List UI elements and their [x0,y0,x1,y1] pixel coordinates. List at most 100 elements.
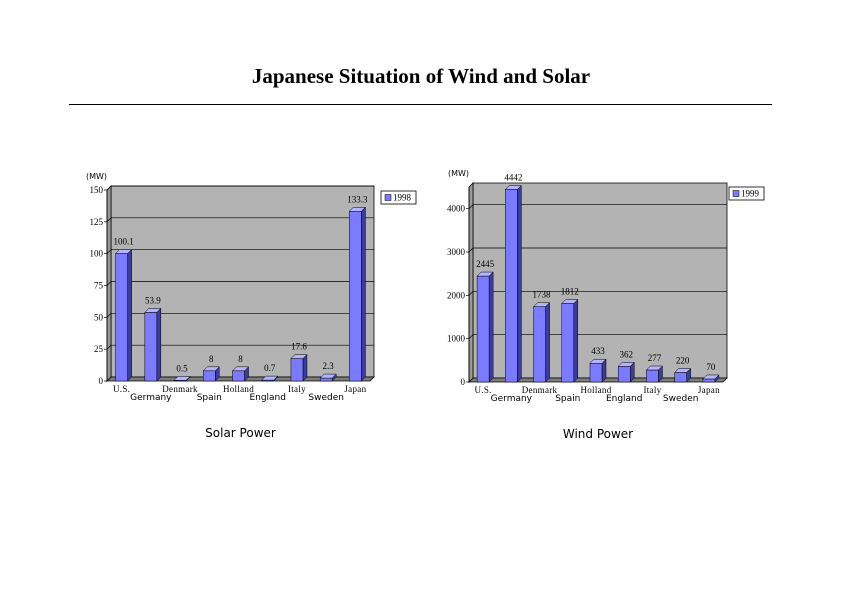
data-label: 1738 [533,290,552,300]
x-tick-label: U.S. [113,384,130,394]
bar [702,378,716,383]
bar-top [476,271,494,277]
x-tick-label: Spain [555,394,580,404]
x-tick-label: Germany [130,393,172,403]
data-label: 0.7 [264,363,276,373]
bar-top [348,207,366,212]
bar-top [702,374,720,380]
title-rule [69,104,772,105]
y-tick-label: 50 [94,312,104,322]
gridline [106,281,374,286]
data-label: 0.5 [176,363,188,373]
bar-top [202,366,220,372]
x-tick-label: Denmark [522,385,558,395]
gridline [468,204,727,209]
bar-top [561,299,579,304]
page-title: Japanese Situation of Wind and Solar [251,64,591,88]
plot-side-wall [468,182,474,383]
y-tick-label: 125 [90,217,104,227]
x-tick-label: Japan [698,385,720,395]
bar-side [488,271,494,383]
data-label: 220 [676,355,690,365]
x-tick-label: Japan [344,384,366,394]
bar [646,369,659,383]
gridline [106,185,374,191]
data-label: 433 [591,346,605,356]
bar [617,366,631,383]
gridline [468,247,727,253]
data-label: 53.9 [145,295,161,305]
data-label: 362 [619,349,633,359]
bar-side [545,302,550,383]
data-label: 17.6 [291,342,307,352]
y-tick-label: 3000 [447,247,466,257]
y-tick-label: 25 [94,344,104,354]
legend-label: 1999 [741,189,760,199]
bar [505,189,518,383]
x-tick-label: Spain [197,393,222,403]
bar-top [290,354,308,359]
bar-side [573,298,579,383]
bar [476,275,490,383]
bar [561,303,575,383]
y-axis-unit: (MW) [448,169,469,178]
bar-top [144,308,162,313]
x-tick-label: U.S. [475,385,492,395]
data-label: 8 [238,354,243,364]
y-tick-label: 2000 [447,290,466,300]
y-axis-unit: (MW) [86,172,107,181]
x-tick-label: England [606,394,643,404]
gridline [106,249,374,254]
data-label: 8 [209,354,214,364]
bar [589,362,603,383]
gridline [468,290,727,296]
bar-top [617,362,635,367]
y-tick-label: 75 [94,281,104,291]
chart-caption: Wind Power [563,427,633,441]
gridline [106,217,374,223]
gridline [106,344,374,350]
x-tick-label: Sweden [308,393,344,403]
data-label: 100.1 [113,237,133,247]
bar-top [173,376,191,381]
legend-label: 1998 [393,193,412,203]
legend-swatch [384,194,392,201]
bar-top [532,302,551,307]
bar-top [674,368,692,373]
data-label: 2445 [476,259,495,269]
y-tick-label: 4000 [447,204,466,214]
y-tick-label: 0 [461,377,466,387]
y-tick-label: 1000 [447,334,466,344]
data-label: 4442 [504,173,522,183]
data-label: 133.3 [347,194,368,204]
gridline [106,312,374,318]
bar-top [319,373,337,379]
data-label: 277 [648,353,662,363]
y-tick-label: 100 [90,249,104,259]
bar-side [517,184,522,383]
x-tick-label: Sweden [663,394,699,404]
x-tick-label: England [249,393,286,403]
bar [533,306,546,383]
x-tick-label: Holland [580,385,611,395]
chart-caption: Solar Power [205,426,276,440]
bar-top [645,365,664,371]
y-tick-label: 150 [90,185,104,195]
bar-top [504,185,522,190]
data-label: 70 [706,362,716,372]
x-tick-label: Holland [223,384,254,394]
bar [674,372,687,383]
x-tick-label: Germany [491,394,533,404]
y-tick-label: 0 [99,376,104,386]
legend-swatch [732,190,740,197]
bar-top [261,375,279,381]
bar-top [115,249,133,254]
gridline [468,334,727,339]
x-tick-label: Italy [288,384,306,394]
x-tick-label: Italy [643,385,661,395]
data-label: 1812 [561,286,579,296]
bar-top [231,366,250,372]
data-label: 2.3 [323,361,335,371]
